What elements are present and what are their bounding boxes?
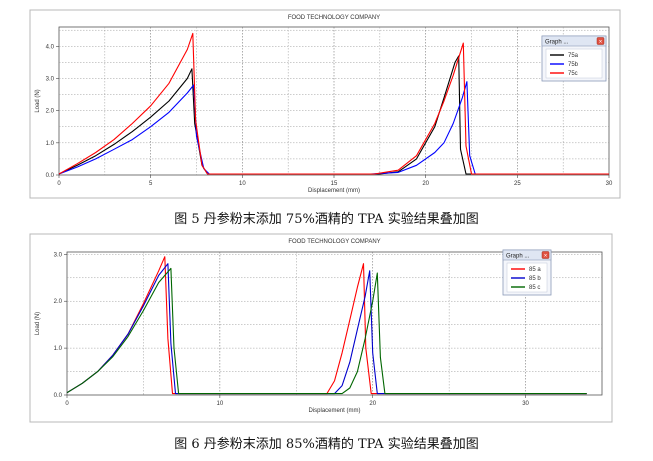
- x-tick-label: 20: [369, 401, 376, 407]
- series-line-85-c: [66, 267, 587, 395]
- chart-75-svg: FOOD TECHNOLOGY COMPANY 0 5 10 15 20 25 30 0.0 1.…: [29, 9, 621, 199]
- x-tick-label: 10: [239, 181, 246, 187]
- legend-close-icon: [596, 37, 605, 45]
- legend: Graph ... × 75a 75b 75c: [541, 35, 607, 82]
- legend-entry-label: 75a: [568, 53, 579, 59]
- legend-title: Graph ...: [506, 254, 530, 260]
- chart-85-svg: FOOD TECHNOLOGY COMPANY 0 10 20 30 0.0 1.0 2.0 3…: [29, 233, 613, 423]
- chart-title: FOOD TECHNOLOGY COMPANY: [288, 239, 380, 245]
- figure-caption-5: 图 5 丹参粉末添加 75%酒精的 TPA 实验结果叠加图: [174, 212, 479, 227]
- legend-entry-label: 75c: [568, 71, 578, 77]
- x-tick-label: 0: [57, 181, 61, 187]
- legend-entry-label: 75b: [568, 62, 579, 68]
- legend-entry-label: 85 b: [529, 276, 541, 282]
- x-tick-label: 0: [65, 401, 69, 407]
- legend-entry-label: 85 c: [529, 285, 540, 291]
- y-tick-label: 2.0: [54, 299, 63, 305]
- series-line-85-b: [66, 263, 587, 395]
- chart-title: FOOD TECHNOLOGY COMPANY: [288, 15, 380, 21]
- figure-caption-6: 图 6 丹参粉末添加 85%酒精的 TPA 实验结果叠加图: [174, 437, 479, 452]
- legend-title: Graph ...: [545, 40, 569, 46]
- x-axis-label: Displacement (mm): [308, 188, 360, 194]
- x-tick-label: 5: [149, 181, 153, 187]
- x-tick-label: 10: [217, 401, 224, 407]
- x-tick-label: 25: [514, 181, 521, 187]
- close-icon: ×: [599, 40, 603, 46]
- y-tick-label: 4.0: [46, 44, 55, 50]
- x-tick-label: 15: [331, 181, 338, 187]
- x-axis-label: Displacement (mm): [308, 408, 360, 414]
- chart-panel-85: FOOD TECHNOLOGY COMPANY 0 10 20 30 0.0 1.0 2.0 3…: [0, 230, 653, 430]
- x-tick-label: 20: [422, 181, 429, 187]
- y-tick-label: 1.0: [54, 346, 63, 352]
- legend-close-icon: [541, 251, 550, 259]
- y-tick-label: 3.0: [46, 76, 55, 82]
- legend-titlebar: [541, 35, 607, 47]
- close-icon: ×: [544, 254, 548, 260]
- legend-titlebar: [502, 249, 552, 261]
- chart-panel-75: FOOD TECHNOLOGY COMPANY 0 5 10 15 20 25 30 0.0 1.…: [0, 0, 653, 226]
- y-tick-label: 0.0: [46, 173, 55, 179]
- legend-entry-label: 85 a: [529, 267, 541, 273]
- y-tick-label: 2.0: [46, 109, 55, 115]
- y-axis-label: Load (N): [35, 89, 41, 112]
- x-tick-label: 30: [606, 181, 613, 187]
- grid-lines: [67, 252, 602, 395]
- y-axis-label: Load (N): [35, 312, 41, 335]
- y-tick-label: 1.0: [46, 141, 55, 147]
- y-tick-label: 3.0: [54, 252, 63, 258]
- x-tick-label: 30: [522, 401, 529, 407]
- series-line-75c: [58, 32, 609, 175]
- legend: Graph ... × 85 a 85 b 85 c: [502, 249, 552, 296]
- y-tick-label: 0.0: [54, 393, 63, 399]
